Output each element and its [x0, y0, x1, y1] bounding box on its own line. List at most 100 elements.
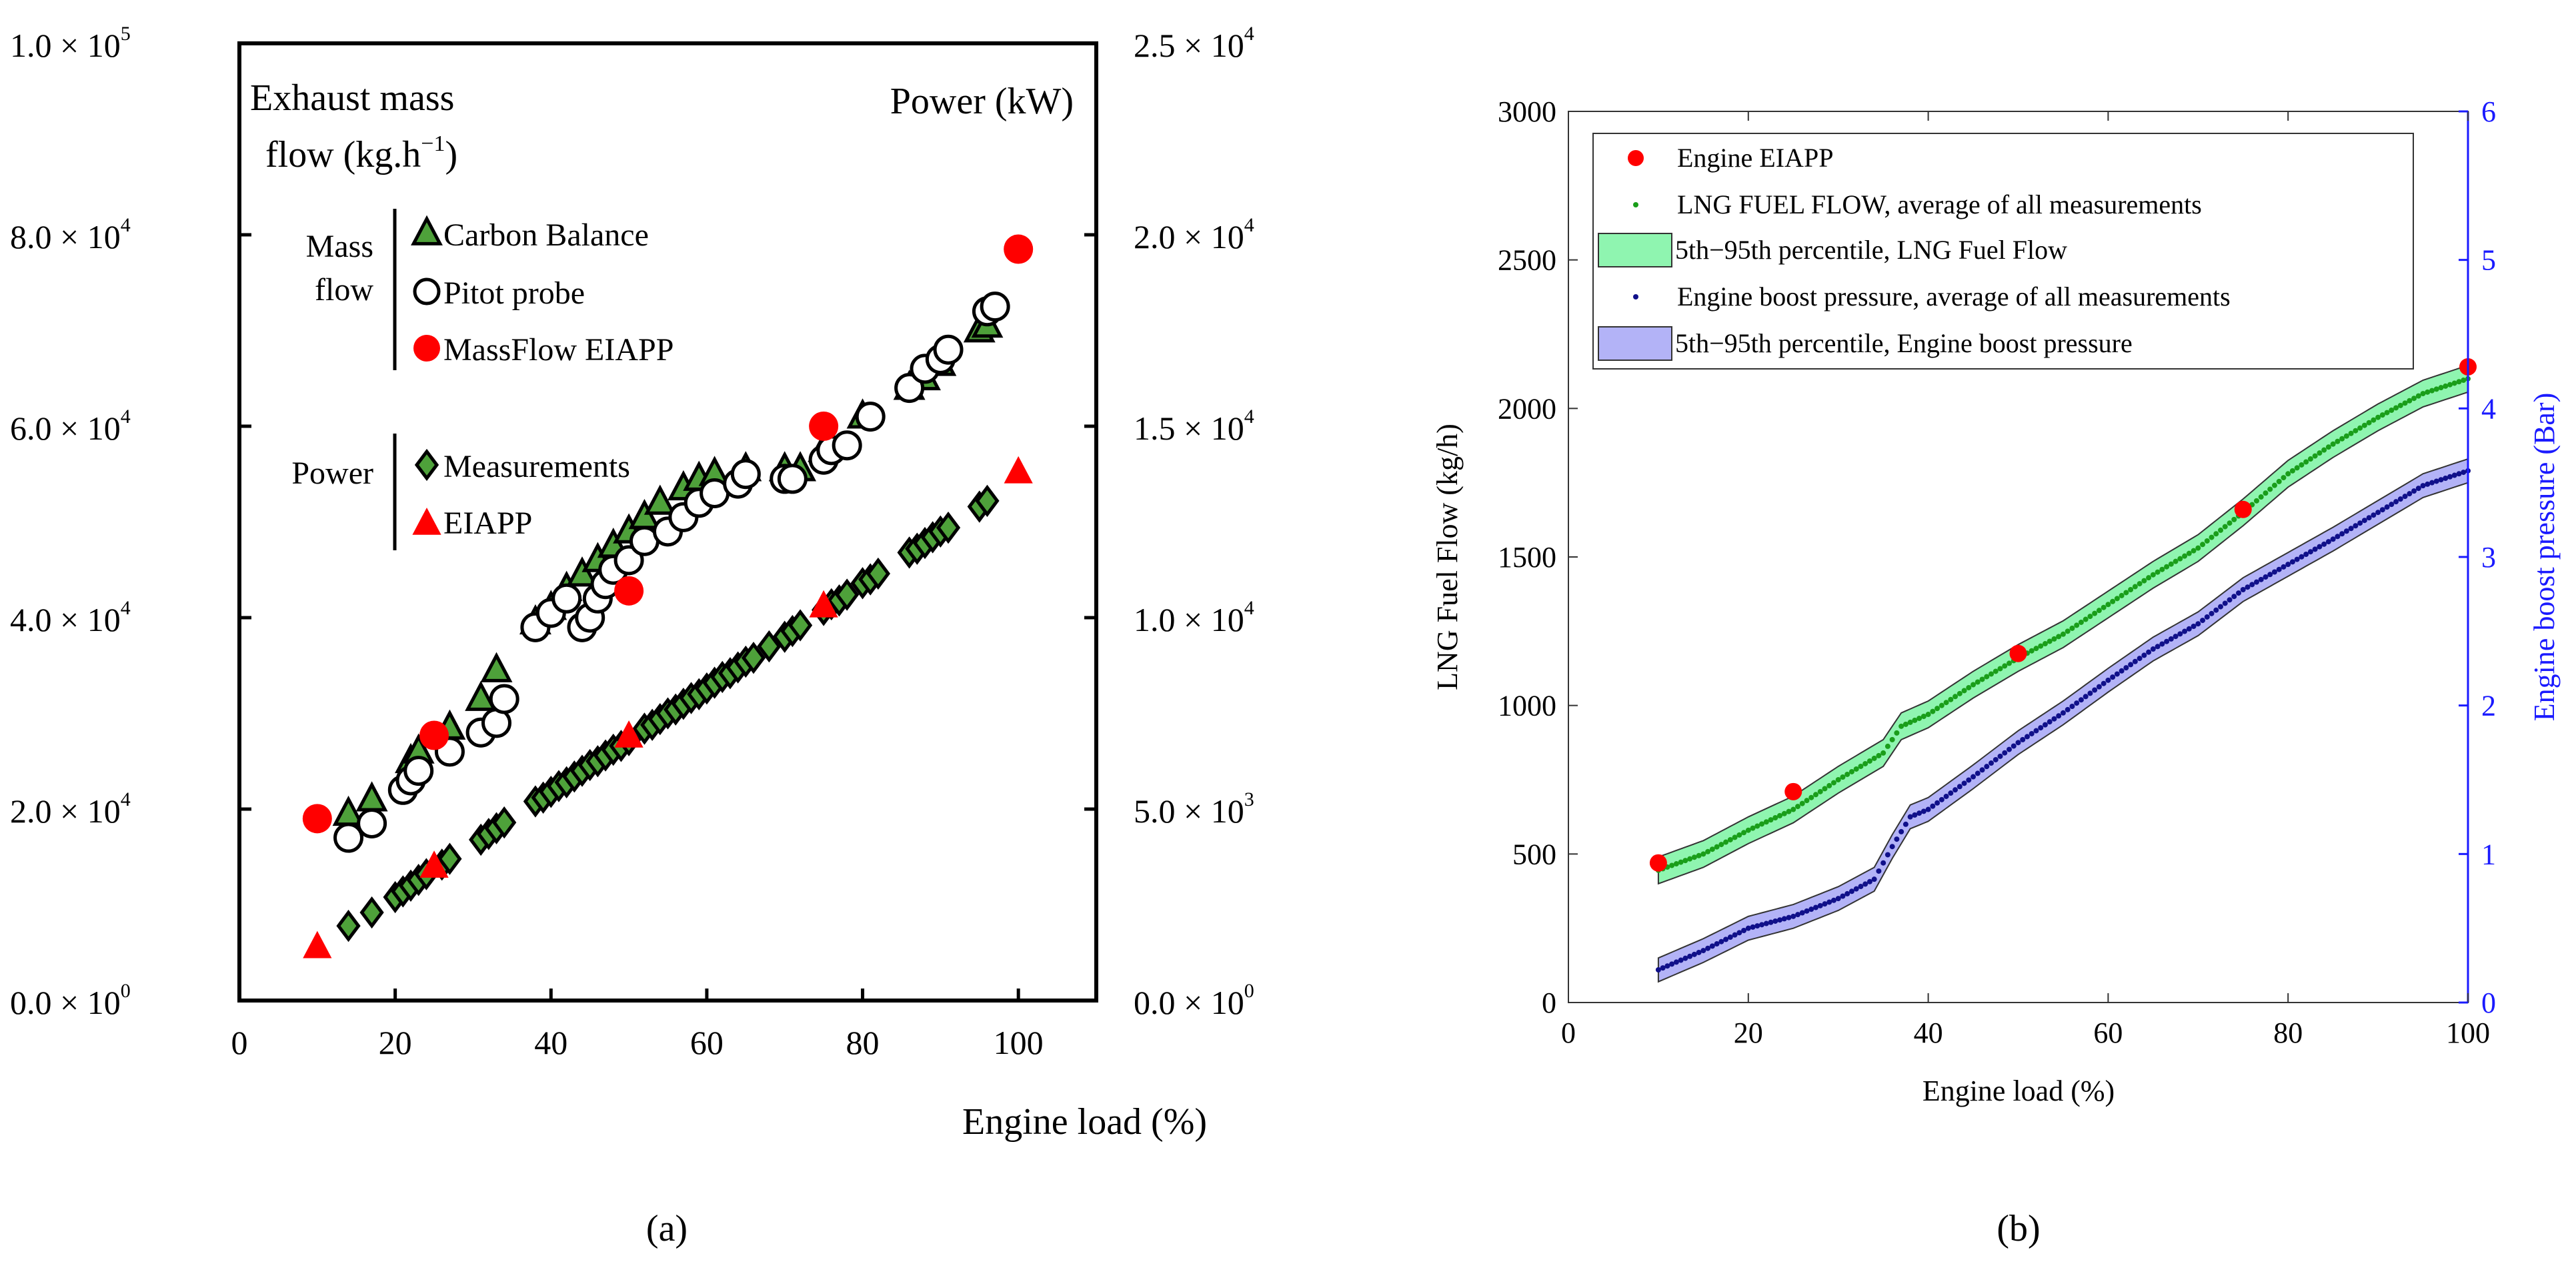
boost-pressure-point — [2020, 736, 2026, 742]
boost-pressure-point — [1858, 884, 1864, 890]
lng-fuel-flow-point — [1884, 743, 1890, 749]
lng-fuel-flow-band — [1657, 364, 2469, 885]
x-tick-label: 60 — [2093, 1017, 2123, 1049]
boost-pressure-point — [2253, 579, 2259, 585]
lng-fuel-flow-point — [2038, 643, 2044, 649]
lng-fuel-flow-point — [1691, 854, 1697, 860]
boost-pressure-point — [2168, 636, 2174, 642]
legend-label-lng-band: 5th−95th percentile, LNG Fuel Flow — [1675, 235, 2067, 265]
boost-pressure-point — [2393, 499, 2399, 505]
lng-fuel-flow-point — [2281, 475, 2287, 481]
x-tick-label: 80 — [2273, 1017, 2303, 1049]
lng-fuel-flow-point — [1709, 846, 1715, 852]
boost-pressure-point — [2348, 526, 2354, 532]
lng-fuel-flow-point — [1894, 730, 1900, 736]
lng-fuel-flow-point — [1902, 721, 1908, 727]
boost-pressure-point — [1745, 925, 1751, 931]
legend-marker-engine-eiapp — [1628, 150, 1644, 166]
lng-fuel-flow-point — [1741, 830, 1747, 836]
y-left-tick-label: 2.0 × 104 — [10, 788, 131, 830]
lng-fuel-flow-point — [2425, 389, 2431, 395]
boost-pressure-point — [1705, 945, 1711, 951]
lng-fuel-flow-point — [2002, 663, 2008, 669]
boost-pressure-point — [2195, 621, 2201, 627]
boost-pressure-point — [1790, 913, 1796, 919]
boost-pressure-point — [1718, 938, 1724, 944]
boost-pressure-point — [2379, 507, 2385, 513]
lng-fuel-flow-point — [1669, 862, 1675, 868]
boost-pressure-point — [1822, 901, 1828, 907]
lng-fuel-flow-point — [1961, 688, 1967, 694]
power-measurement-point — [788, 609, 813, 642]
boost-pressure-point — [1799, 910, 1805, 916]
boost-pressure-point — [1678, 957, 1684, 963]
lng-fuel-flow-point — [1979, 676, 1985, 682]
pitot-probe-point — [403, 756, 434, 786]
boost-pressure-point — [1664, 963, 1670, 969]
lng-fuel-flow-point — [1939, 702, 1945, 708]
lng-fuel-flow-point — [1804, 798, 1810, 804]
lng-fuel-flow-point — [1935, 706, 1941, 712]
pitot-probe-point — [777, 464, 808, 494]
boost-pressure-point — [1862, 881, 1868, 887]
lng-fuel-flow-point — [1916, 715, 1922, 721]
lng-fuel-flow-point — [1997, 666, 2003, 672]
pitot-probe-point — [357, 808, 387, 839]
boost-pressure-point — [1975, 770, 1981, 776]
x-tick-label: 20 — [379, 1024, 412, 1061]
boost-pressure-point — [2141, 652, 2147, 658]
boost-pressure-point — [1830, 897, 1836, 903]
boost-pressure-point — [2101, 680, 2107, 686]
lng-fuel-flow-point — [1705, 848, 1711, 854]
legend-label-measurements: Measurements — [443, 449, 630, 484]
boost-pressure-point — [1939, 796, 1945, 802]
legend-a: Mass flow Power Carbon Balance Pitot pro… — [291, 209, 674, 550]
lng-fuel-flow-point — [2461, 378, 2467, 384]
lng-fuel-flow-point — [1808, 794, 1814, 800]
y-right-tick-label: 1 — [2481, 838, 2496, 870]
lng-fuel-flow-point — [1844, 771, 1850, 777]
lng-fuel-flow-point — [1853, 766, 1859, 772]
boost-pressure-point — [2258, 576, 2264, 582]
lng-fuel-flow-point — [1772, 815, 1778, 821]
y-right-tick-label: 2.0 × 104 — [1134, 214, 1254, 255]
lng-fuel-flow-point — [2397, 402, 2403, 408]
carbon-balance-point — [566, 556, 598, 587]
boost-pressure-point — [2056, 713, 2062, 719]
lng-fuel-flow-point — [2438, 385, 2444, 391]
boost-pressure-point — [2137, 656, 2143, 662]
boost-pressure-point — [1912, 812, 1918, 818]
boost-pressure-point — [2397, 496, 2403, 502]
boost-pressure-band — [1657, 458, 2469, 983]
boost-pressure-point — [2335, 534, 2341, 540]
boost-pressure-point — [1673, 959, 1679, 965]
boost-pressure-point — [2271, 569, 2277, 575]
lng-fuel-flow-point — [2384, 410, 2390, 416]
lng-fuel-flow-point — [2132, 584, 2138, 590]
x-tick-label: 0 — [1561, 1017, 1576, 1049]
boost-pressure-point — [2119, 668, 2125, 674]
boost-pressure-point — [2123, 665, 2129, 671]
lng-fuel-flow-point — [1790, 806, 1796, 812]
x-tick-label: 0 — [231, 1024, 248, 1061]
boost-pressure-point — [2096, 684, 2102, 690]
lng-fuel-flow-point — [2402, 400, 2408, 406]
boost-pressure-point — [1655, 967, 1661, 973]
lng-fuel-flow-point — [1862, 760, 1868, 766]
y-right-tick-label: 6 — [2481, 95, 2496, 128]
boost-pressure-point — [1660, 965, 1666, 971]
y-right-tick-label: 1.0 × 104 — [1134, 597, 1254, 638]
boost-pressure-point — [1741, 928, 1747, 934]
lng-fuel-flow-point — [2033, 646, 2039, 652]
legend-marker-boost-band — [1598, 326, 1672, 361]
boost-pressure-point — [1781, 916, 1787, 922]
lng-fuel-flow-point — [2168, 561, 2174, 567]
right-axis-title: Power (kW) — [890, 81, 1074, 122]
lng-fuel-flow-point — [1943, 700, 1949, 706]
lng-fuel-flow-point — [2092, 610, 2098, 616]
y-left-tick-label: 3000 — [1498, 95, 1556, 128]
engine-eiapp-point — [1784, 782, 1802, 800]
boost-pressure-point — [2069, 704, 2075, 710]
boost-pressure-point — [1884, 852, 1890, 858]
